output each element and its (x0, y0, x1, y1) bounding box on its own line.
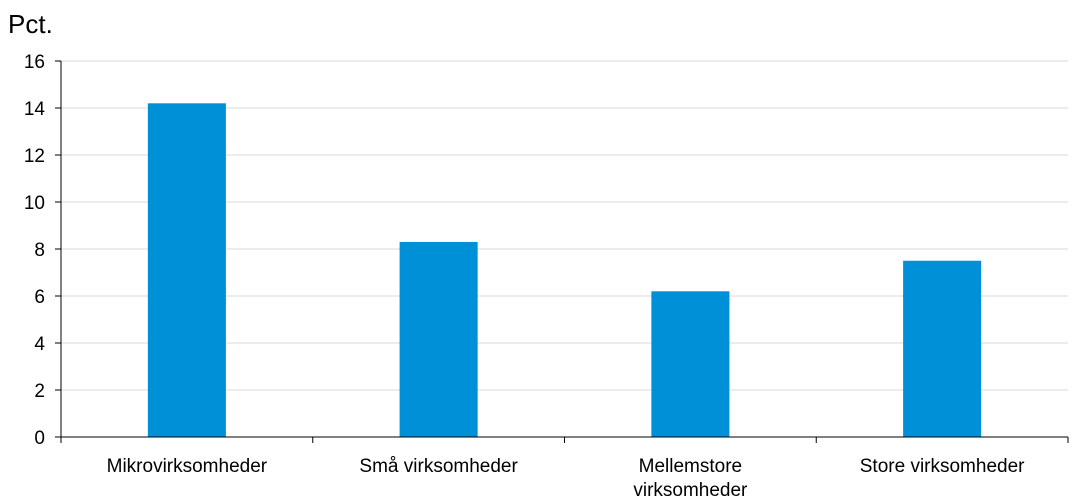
x-tick-label-line: Mikrovirksomheder (107, 456, 268, 477)
x-tick-label-line: Små virksomheder (359, 456, 518, 477)
axes (55, 60, 1069, 443)
y-tick-labels: 0 2 4 6 8 10 12 14 16 (24, 52, 46, 449)
y-tick-label: 16 (24, 52, 45, 73)
y-tick-label: 4 (34, 334, 45, 355)
y-axis-title: Pct. (8, 9, 53, 39)
x-tick-label: Mellemstore virksomheder (633, 456, 748, 501)
bar (903, 260, 982, 437)
x-tick-label-line: Mellemstore (639, 456, 742, 477)
bars (147, 103, 982, 438)
y-tick-label: 8 (34, 240, 45, 261)
gridlines (61, 60, 1068, 391)
x-tick-label-line: Store virksomheder (860, 456, 1025, 477)
x-tick-label: Store virksomheder (860, 456, 1025, 477)
bar (651, 291, 730, 437)
y-tick-label: 6 (34, 287, 45, 308)
x-tick-label-line: virksomheder (633, 480, 748, 501)
y-tick-label: 0 (34, 428, 45, 449)
y-tick-label: 2 (34, 381, 45, 402)
bar (147, 103, 226, 438)
y-tick-label: 12 (24, 146, 45, 167)
y-tick-label: 14 (24, 99, 46, 120)
x-tick-labels: Mikrovirksomheder Små virksomheder Mellems… (107, 456, 1026, 501)
bar (399, 241, 478, 437)
x-tick-label: Mikrovirksomheder (107, 456, 268, 477)
y-tick-label: 10 (24, 193, 45, 214)
x-tick-label: Små virksomheder (359, 456, 518, 477)
